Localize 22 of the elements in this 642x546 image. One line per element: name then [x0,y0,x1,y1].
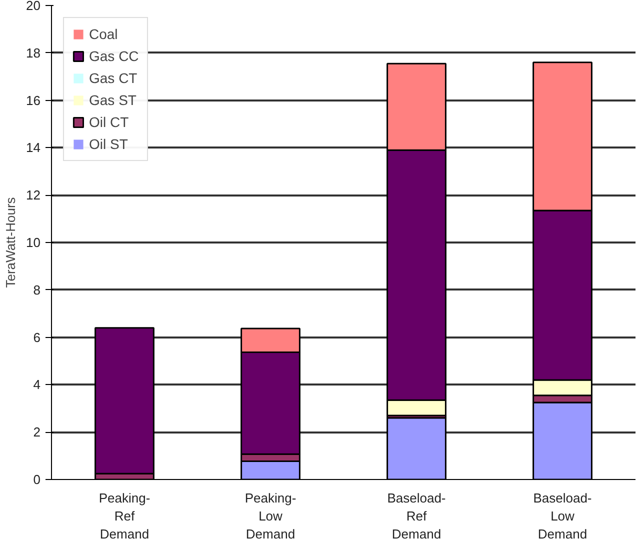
legend-label: Oil CT [89,114,129,130]
x-tick-label: Baseload- Low Demand [533,490,592,542]
y-tick-label: 18 [26,45,41,60]
y-tick-label: 14 [26,140,41,156]
y-tick-label: 2 [33,424,41,440]
y-tick-label: 20 [26,0,41,13]
y-tick-label: 6 [33,330,41,345]
x-tick-label: Peaking- Ref Demand [98,490,150,542]
y-tick-label: 16 [26,92,41,108]
legend-label: Gas ST [89,92,136,108]
legend-label: Gas CC [89,48,139,64]
y-tick-label: 10 [26,235,41,250]
legend-label: Oil ST [89,136,128,152]
y-tick-label: 0 [33,472,41,487]
y-tick-label: 12 [26,188,41,203]
x-tick-label: Peaking- Low Demand [244,490,296,542]
y-axis-title: TeraWatt-Hours [3,196,18,288]
legend-label: Coal [89,26,118,42]
x-tick-label: Baseload- Ref Demand [387,490,446,542]
y-tick-label: 8 [33,282,41,298]
legend-label: Gas CT [89,70,138,86]
y-tick-label: 4 [33,377,41,392]
